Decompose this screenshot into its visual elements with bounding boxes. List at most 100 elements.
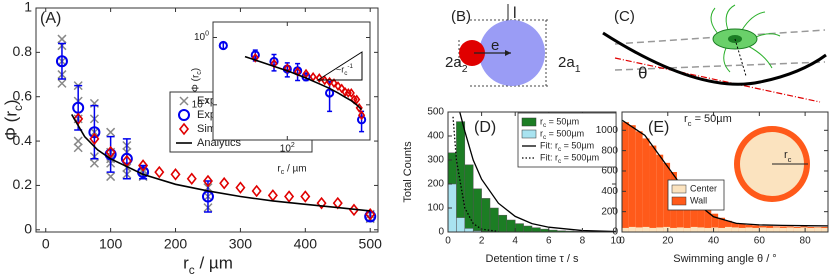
y-tick-label: 600 xyxy=(601,166,618,177)
bar xyxy=(690,196,698,232)
point xyxy=(88,126,101,139)
bar xyxy=(670,227,677,232)
panel-label: (B) xyxy=(451,8,471,25)
point xyxy=(364,210,377,223)
legend-box xyxy=(517,112,617,168)
bar xyxy=(506,219,516,233)
panel-label: (D) xyxy=(474,119,496,136)
large-diameter-label: 2a1 xyxy=(558,54,581,75)
y-axis-label: Φ (rc) xyxy=(191,68,204,92)
point xyxy=(347,87,355,98)
legend-label: Wall xyxy=(690,195,707,205)
x-tick-label: 80 xyxy=(800,236,812,247)
point xyxy=(300,190,311,203)
guide xyxy=(614,61,826,71)
point xyxy=(315,73,323,83)
point xyxy=(251,184,262,198)
bar xyxy=(628,125,636,232)
bar xyxy=(690,226,698,232)
error-bar xyxy=(122,138,131,180)
bar xyxy=(642,138,650,232)
bar xyxy=(779,227,787,232)
point xyxy=(219,176,230,190)
x-tick-label: 102 xyxy=(280,142,295,154)
bar xyxy=(489,207,499,233)
point xyxy=(267,189,278,202)
bar xyxy=(745,227,753,232)
x-tick-label: 0 xyxy=(445,236,451,247)
bar xyxy=(711,213,719,232)
bar xyxy=(635,131,643,232)
y-tick-label: 0 xyxy=(24,220,32,236)
wall xyxy=(602,31,827,86)
point xyxy=(202,174,213,188)
panel-label: (C) xyxy=(614,8,635,25)
y-axis-label: Total Counts xyxy=(402,141,414,203)
bar xyxy=(786,227,794,232)
legend-label: rc = 500µm xyxy=(540,128,584,141)
bar xyxy=(514,223,524,233)
point xyxy=(170,168,181,181)
y-tick-label: 400 xyxy=(427,131,444,142)
y-tick-label: 1 xyxy=(24,0,32,15)
bar xyxy=(456,217,466,233)
legend-swatch xyxy=(179,96,189,106)
bar xyxy=(663,226,671,232)
point xyxy=(105,145,116,159)
x-tick-label: 300 xyxy=(229,235,253,251)
bar xyxy=(731,227,739,232)
x-tick-label: 6 xyxy=(546,236,552,247)
x-tick-label: 40 xyxy=(708,236,720,247)
angle-label: θ xyxy=(638,63,647,82)
bar xyxy=(676,227,684,232)
x-axis-label: rc / µm xyxy=(277,164,306,177)
length-label: l xyxy=(513,5,517,22)
bar xyxy=(773,227,780,232)
bar xyxy=(697,202,705,232)
icon-label: rc xyxy=(784,149,792,164)
x-tick-label: 20 xyxy=(662,236,674,247)
x-tick-label: 8 xyxy=(580,236,586,247)
plot-frame xyxy=(621,111,829,233)
panel-c: (C) θ xyxy=(602,4,827,103)
point xyxy=(120,152,133,165)
bar xyxy=(683,227,691,232)
point xyxy=(251,52,259,63)
panel-label: (E) xyxy=(648,119,669,136)
point xyxy=(57,78,67,88)
bar xyxy=(622,227,629,232)
bar xyxy=(656,154,664,232)
bar xyxy=(649,145,657,232)
y-tick-label: 200 xyxy=(601,206,618,217)
y-tick-label: 1000 xyxy=(596,125,619,136)
bar xyxy=(649,227,657,232)
point xyxy=(55,55,68,68)
legend-label: Center xyxy=(690,183,717,193)
panel-label: (A) xyxy=(40,10,61,27)
bar xyxy=(464,164,474,233)
bar xyxy=(800,227,808,232)
point xyxy=(283,63,291,74)
x-axis-label: Swimming angle θ / ° xyxy=(673,253,776,265)
bar xyxy=(622,122,629,232)
point xyxy=(356,115,367,125)
line xyxy=(621,119,829,227)
point xyxy=(235,181,246,194)
point xyxy=(321,75,329,86)
point xyxy=(89,158,99,168)
point xyxy=(57,34,67,44)
legend-label: rc = 50µm xyxy=(540,116,579,129)
bar xyxy=(642,226,650,232)
line xyxy=(452,116,499,233)
bar xyxy=(472,188,482,233)
bar xyxy=(481,198,491,233)
y-tick-label: 400 xyxy=(601,186,618,197)
large-sphere xyxy=(479,20,545,86)
legend-label: Fit: rc = 50µm xyxy=(540,140,594,153)
guide xyxy=(734,38,747,77)
x-axis-label: rc / µm xyxy=(183,253,233,277)
bar xyxy=(807,227,815,232)
point xyxy=(250,50,260,60)
y-tick-label: 0.4 xyxy=(13,132,33,148)
